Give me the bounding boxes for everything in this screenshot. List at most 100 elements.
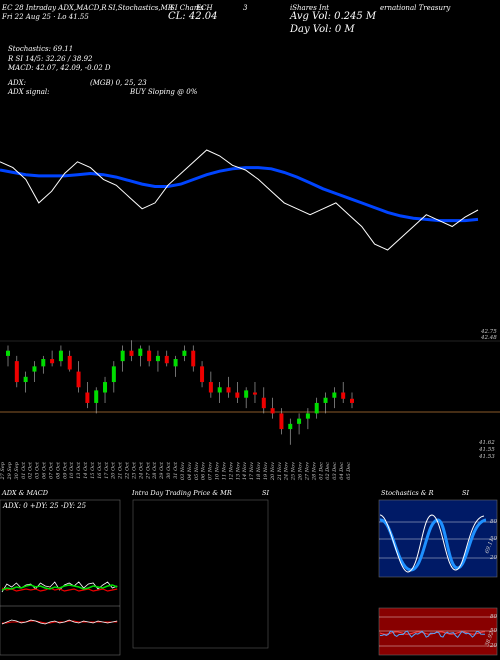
rsi-lines [379,616,497,647]
rsi-line [379,630,485,639]
date-tick-label: 06 Nov [201,462,207,480]
date-tick-label: 10 Oct [69,461,75,479]
date-tick-label: 15 Oct [90,461,96,479]
candle-body [235,392,240,398]
macd-lines [1,619,118,625]
candle-body [50,359,55,364]
date-tick-label: 24 Nov [284,462,290,481]
date-tick-label: 30 Sep [14,461,20,479]
close-label: CL: 42.04 [168,11,218,22]
date-tick-label: 23 Oct [131,461,137,480]
candle-body [138,348,143,356]
candle-body [208,382,213,393]
main-chart: 27 Sep 29 Sep 30 Sep 01 Oct 02 Oct 03 Oct 06 O… [0,149,500,481]
candle-body [182,350,187,356]
candle-body [14,361,19,383]
candle-body [23,376,28,383]
candle-body [103,382,108,393]
candle-body [314,402,319,414]
date-tick-label: 26 Nov [298,462,304,481]
stoch-panel-title: Stochastics & R [381,489,434,497]
header-line1-right-b: ernational Treasury [380,4,451,12]
stoch-panel-title2: SI [462,489,470,497]
candle-body [270,408,275,414]
candle-body [164,355,169,364]
stoch-readout: Stochastics: 69.11 [8,45,74,53]
candle-body [67,355,72,370]
stoch-tick-50: 50 [490,536,497,542]
date-tick-label: 30 Oct [166,461,172,479]
header-line1-right-a: iShares Int [290,4,330,12]
date-tick-label: 02 Dec [325,462,331,480]
candle-body [58,350,63,362]
date-tick-label: 27 Sep [0,461,6,480]
date-tick-label: 07 Nov [208,462,214,480]
date-tick-label: 29 Sep [7,461,13,480]
candle-body [32,366,37,372]
candle-body [129,350,134,356]
adx-panel-title: ADX & MACD [2,489,48,497]
day-vol: Day Vol: 0 M [290,24,355,35]
candle-body [297,418,302,424]
macd-line [1,619,118,625]
stoch-tick-20: 20 [490,555,497,561]
price-label-low3: 41.53 [479,454,495,460]
date-tick-label: 17 Nov [249,462,255,480]
candle-body [76,371,81,388]
candle-body [244,390,249,398]
date-tick-label: 27 Oct [145,461,151,480]
adx-signal-label: ADX signal: [8,88,50,96]
date-tick-label: 05 Dec [346,462,352,480]
date-tick-label: 19 Nov [263,462,269,480]
close-line [0,149,479,251]
candle-body [261,397,266,409]
date-tick-label: 20 Oct [111,461,117,480]
date-tick-label: 01 Dec [318,462,324,480]
date-tick-label: 03 Nov [180,462,186,480]
ma-line [0,166,479,223]
price-label-low2: 41.55 [479,447,495,453]
macd-signal-line [2,620,118,624]
adx-red-line [1,587,118,592]
date-tick-label: 01 Oct [21,461,27,479]
candle-body [350,398,354,403]
adx-mgb: (MGB) 0, 25, 23 [90,79,147,87]
date-tick-label: 10 Nov [215,462,221,480]
mrsi-panel-title: Intra Day Trading Price & MR [132,489,232,497]
candle-body [191,350,196,367]
date-tick-label: 24 Oct [138,461,144,480]
date-tick-label: 04 Nov [187,462,193,480]
date-tick-label: 14 Oct [83,461,89,479]
date-tick-label: 27 Nov [304,462,310,481]
date-tick-label: 22 Oct [125,461,131,480]
header-line1-num: 3 [243,4,248,12]
date-tick-label: 28 Nov [311,462,317,481]
rsi-readout: R SI 14/5: 32.26 / 38.92 [8,55,93,63]
price-label-low1: 41.62 [479,440,495,446]
candle-body [323,397,328,403]
candle-body [226,387,231,393]
date-tick-label: 12 Nov [228,462,234,480]
candle-body [173,359,178,367]
header-line1-mid: SI,Stochastics,MR [108,4,174,12]
date-tick-label: 03 Oct [35,461,41,479]
date-tick-label: 31 Oct [173,461,179,479]
candle-body [6,350,10,356]
candle-body [288,423,293,430]
candle-body [111,366,116,383]
price-label-top: 42.75 [481,329,497,335]
candle-body [200,366,205,383]
date-tick-label: 06 Oct [42,461,48,479]
date-tick-label: 13 Nov [235,462,241,480]
candle-body [252,392,257,395]
date-tick-label: 25 Nov [291,462,297,481]
candle-body [155,355,160,362]
stoch-d-line [379,514,485,573]
stoch-lines [379,514,497,573]
rsi-tick-80: 80 [490,614,497,620]
stoch-k-line [379,518,487,572]
adx-green-line [1,584,118,591]
candle-body [147,350,152,362]
